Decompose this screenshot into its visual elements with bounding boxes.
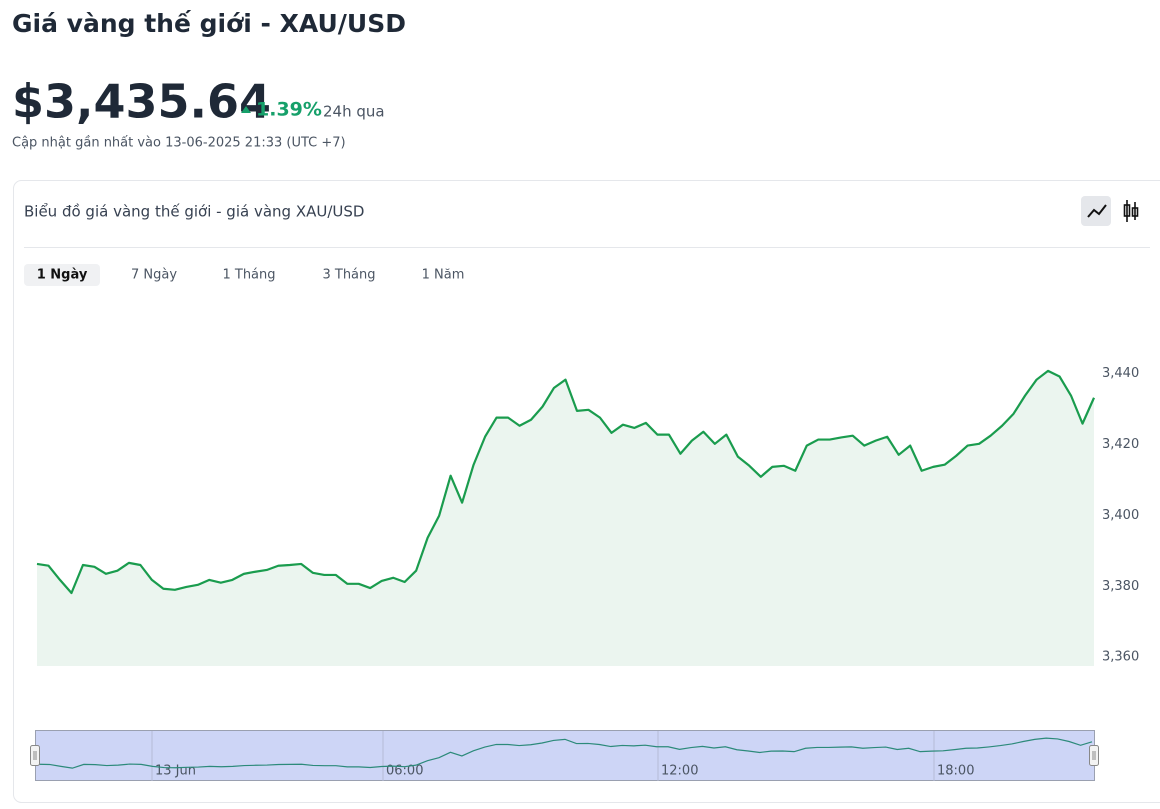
line-icon (1087, 204, 1107, 218)
price-line (36, 369, 1096, 595)
plot: 3,360 3,380 3,400 3,420 3,440 (36, 366, 1139, 666)
y-tick-label: 3,400 (1102, 508, 1139, 523)
navigator: 13 Jun 06:00 12:00 18:00 (30, 730, 1099, 781)
y-tick-label: 3,440 (1102, 366, 1139, 381)
navigator-handle[interactable] (30, 745, 40, 766)
navigator-handle[interactable] (1089, 745, 1099, 766)
candle-chart-button[interactable] (1123, 200, 1139, 222)
tab[interactable]: 1 Ngày (37, 268, 88, 283)
tabs: 1 Ngày 7 Ngày 1 Tháng 3 Tháng 1 Năm (24, 264, 464, 286)
card-title: Biểu đồ giá vàng thế giới - giá vàng XAU… (24, 203, 364, 221)
area-fill (37, 370, 1094, 666)
tab[interactable]: 1 Tháng (222, 268, 275, 283)
navigator-label: 13 Jun (155, 764, 196, 779)
tab-active-bg (24, 264, 100, 286)
price: $3,435.64 (12, 75, 271, 129)
change-period: 24h qua (323, 103, 385, 121)
tab[interactable]: 7 Ngày (131, 268, 177, 283)
updated-time: Cập nhật gần nhất vào 13-06-2025 21:33 (… (12, 136, 346, 151)
navigator-label: 18:00 (937, 764, 974, 779)
y-tick-label: 3,360 (1102, 650, 1139, 665)
navigator-label: 12:00 (661, 764, 698, 779)
tab[interactable]: 3 Tháng (322, 268, 375, 283)
navigator-label: 06:00 (386, 764, 423, 779)
y-tick-label: 3,420 (1102, 437, 1139, 452)
up-arrow (241, 106, 251, 113)
page-title: Giá vàng thế giới - XAU/USD (12, 9, 406, 38)
price-change: 1.39% (256, 99, 322, 121)
y-tick-label: 3,380 (1102, 579, 1139, 594)
tab[interactable]: 1 Năm (422, 268, 465, 283)
navigator-line (37, 737, 1093, 769)
